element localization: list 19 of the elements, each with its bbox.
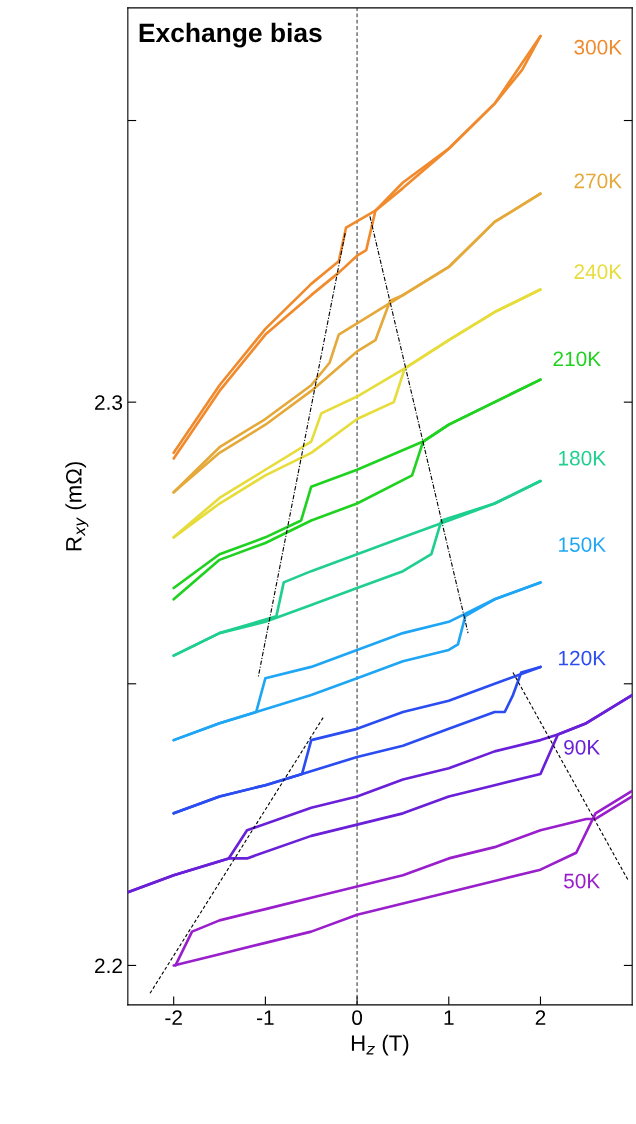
y-tick-label: 2.2 xyxy=(95,958,122,973)
series-label: 270K xyxy=(574,173,622,189)
series-label: 300K xyxy=(574,39,622,55)
text: Exchange bias xyxy=(139,22,322,48)
series-label: 150K xyxy=(559,537,606,552)
x-tick-label: 1 xyxy=(444,1010,454,1025)
series-label: 50K xyxy=(564,873,601,889)
series-label: 180K xyxy=(559,450,606,466)
series-label: 210K xyxy=(553,351,601,367)
y-tick-label: 2.3 xyxy=(95,395,123,410)
y-axis-title: R$_{xy}$ (mΩ) xyxy=(65,462,89,551)
x-tick-label: 0 xyxy=(352,1010,363,1026)
x-tick-label: -1 xyxy=(257,1010,274,1025)
series-label: 120K xyxy=(559,650,606,666)
x-tick-label: 2 xyxy=(535,1010,546,1025)
x-tick-label: -2 xyxy=(165,1010,182,1025)
x-axis-title: H$_{z}$ (T) xyxy=(351,1034,409,1056)
series-label: 240K xyxy=(574,264,622,280)
series-label: 90K xyxy=(564,739,601,755)
